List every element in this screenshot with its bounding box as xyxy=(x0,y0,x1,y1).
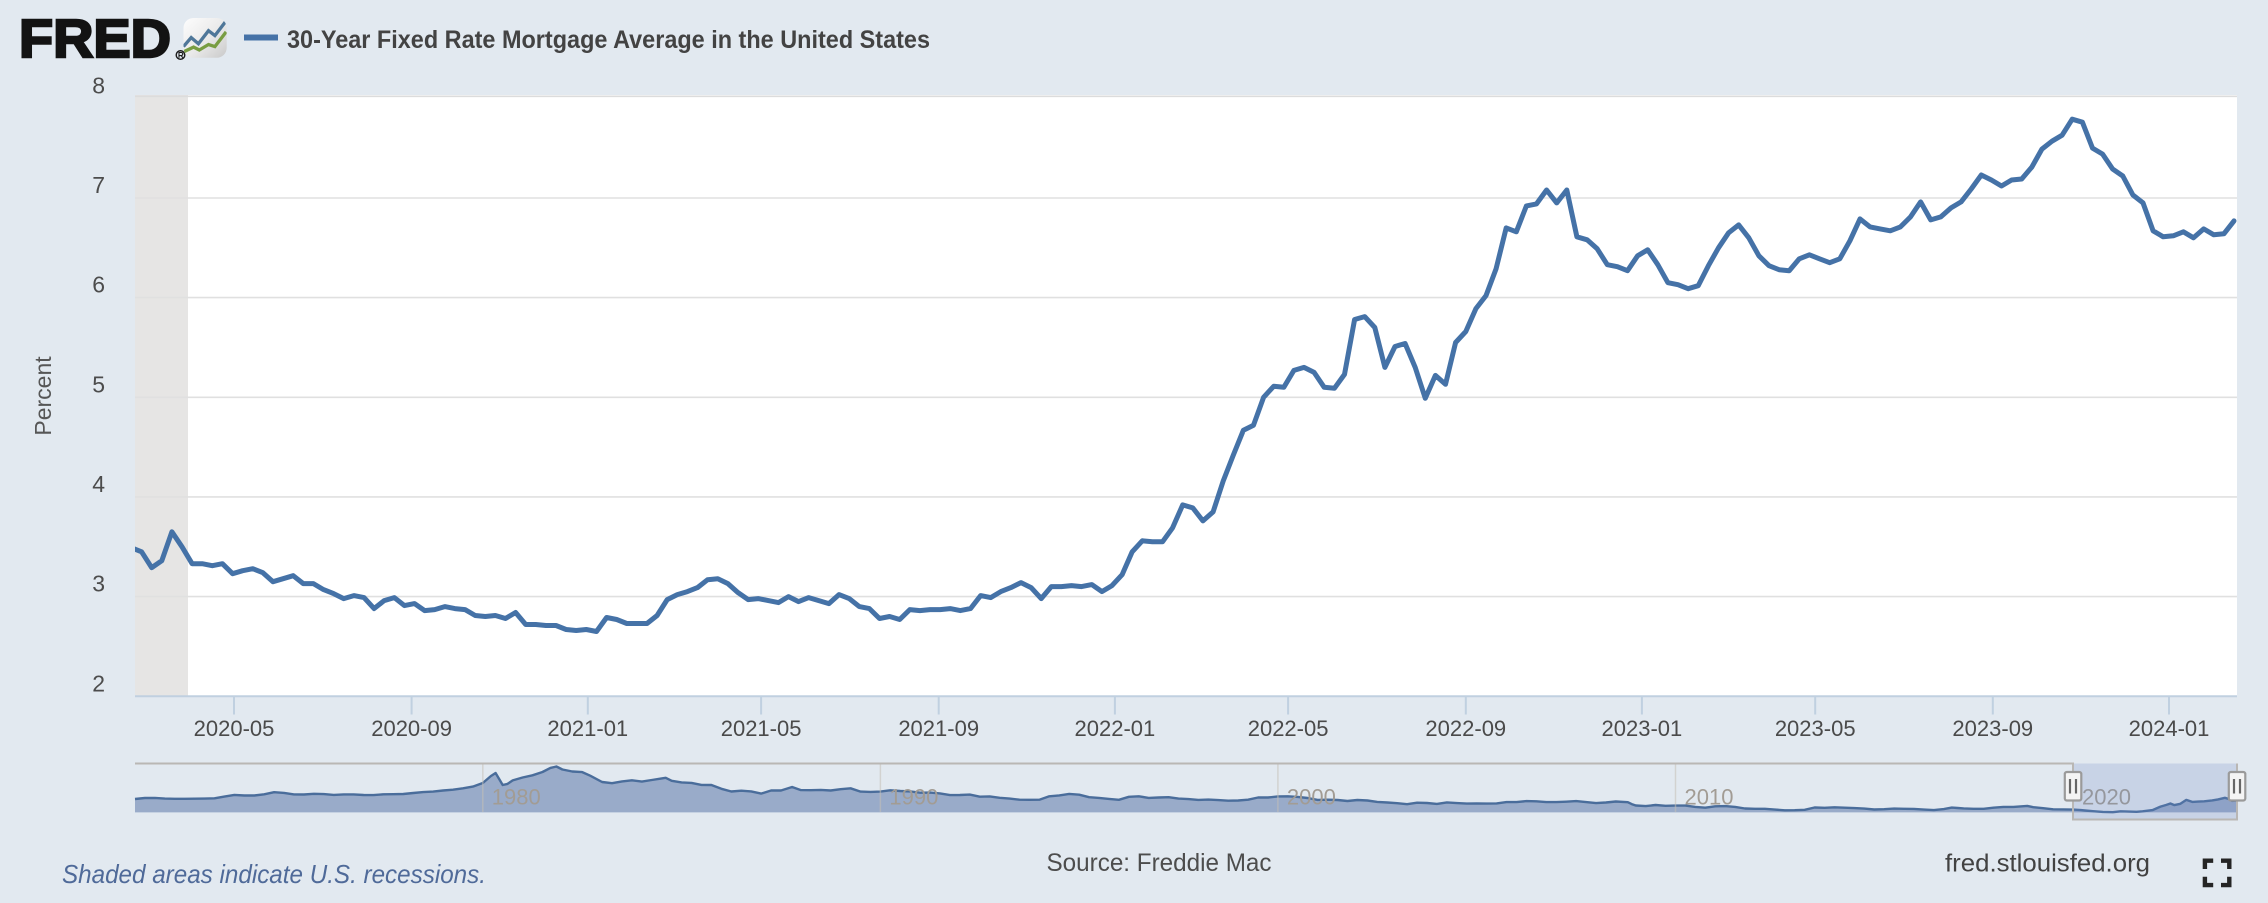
svg-text:2022-01: 2022-01 xyxy=(1075,716,1156,741)
svg-text:3: 3 xyxy=(92,571,105,597)
svg-text:2024-01: 2024-01 xyxy=(2129,716,2210,741)
svg-text:6: 6 xyxy=(92,272,105,298)
svg-text:FRED: FRED xyxy=(19,9,171,69)
svg-text:2021-09: 2021-09 xyxy=(898,716,979,741)
svg-text:2022-05: 2022-05 xyxy=(1248,716,1329,741)
svg-text:2022-09: 2022-09 xyxy=(1425,716,1506,741)
svg-text:2020-09: 2020-09 xyxy=(371,716,452,741)
svg-text:30-Year Fixed Rate Mortgage Av: 30-Year Fixed Rate Mortgage Average in t… xyxy=(287,26,930,54)
svg-text:2023-09: 2023-09 xyxy=(1952,716,2033,741)
svg-text:2000: 2000 xyxy=(1287,785,1336,810)
svg-text:2021-01: 2021-01 xyxy=(547,716,628,741)
svg-text:2023-05: 2023-05 xyxy=(1775,716,1856,741)
svg-text:2010: 2010 xyxy=(1685,785,1734,810)
svg-text:8: 8 xyxy=(92,72,105,98)
svg-text:2: 2 xyxy=(92,670,105,696)
svg-text:5: 5 xyxy=(92,371,105,397)
svg-text:Source: Freddie Mac: Source: Freddie Mac xyxy=(1047,849,1272,877)
svg-text:2020: 2020 xyxy=(2082,785,2131,810)
svg-text:fred.stlouisfed.org: fred.stlouisfed.org xyxy=(1945,850,2150,878)
svg-text:Percent: Percent xyxy=(30,356,56,436)
svg-text:1990: 1990 xyxy=(889,785,938,810)
svg-text:2021-05: 2021-05 xyxy=(721,716,802,741)
svg-text:2020-05: 2020-05 xyxy=(194,716,275,741)
svg-text:1980: 1980 xyxy=(492,785,541,810)
svg-text:4: 4 xyxy=(92,471,105,497)
svg-text:7: 7 xyxy=(92,172,105,198)
svg-text:2023-01: 2023-01 xyxy=(1602,716,1683,741)
svg-text:Shaded areas indicate U.S. rec: Shaded areas indicate U.S. recessions. xyxy=(62,859,486,889)
